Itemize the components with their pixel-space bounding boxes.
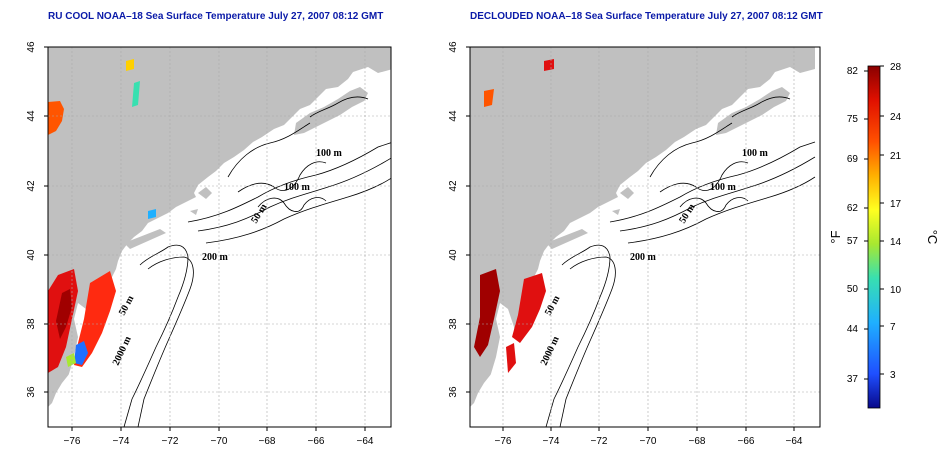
celsius-tick: 28 <box>890 62 902 73</box>
lat-tick: 40 <box>448 249 459 261</box>
colorbar-ramp <box>868 66 880 408</box>
contour-label: 50 m <box>543 293 563 317</box>
lat-tick: 46 <box>26 41 37 53</box>
map-panel-right: 100 m 100 m 50 m 200 m 50 m 2000 m −76 −… <box>448 41 820 447</box>
fahrenheit-tick: 44 <box>847 324 859 335</box>
contour-label: 2000 m <box>539 334 562 367</box>
lat-tick: 46 <box>448 41 459 53</box>
fahrenheit-unit-label: °F <box>828 230 843 243</box>
lon-tick: −68 <box>689 436 706 447</box>
celsius-tick: 24 <box>890 112 902 123</box>
fahrenheit-tick: 37 <box>847 374 859 385</box>
contour-label: 2000 m <box>111 334 134 367</box>
map-panel-left: 100 m 100 m 50 m 200 m 50 m 2000 m −76 −… <box>26 41 393 447</box>
lon-tick: −68 <box>259 436 276 447</box>
lon-tick: −64 <box>786 436 803 447</box>
lon-tick: −64 <box>357 436 374 447</box>
colorbar: 82 75 69 62 57 50 44 37 28 24 21 17 14 1… <box>828 62 940 408</box>
contour-label: 50 m <box>249 202 270 226</box>
contour-label: 100 m <box>284 182 311 193</box>
lat-tick: 44 <box>26 110 37 122</box>
contour-label: 100 m <box>710 182 737 193</box>
fahrenheit-tick: 75 <box>847 114 859 125</box>
contour-label: 50 m <box>117 293 137 317</box>
lat-tick: 38 <box>448 318 459 330</box>
lon-tick: −74 <box>543 436 560 447</box>
lon-tick: −72 <box>162 436 179 447</box>
fahrenheit-tick: 57 <box>847 236 859 247</box>
lon-tick: −70 <box>211 436 228 447</box>
fahrenheit-tick: 69 <box>847 154 859 165</box>
fahrenheit-tick: 50 <box>847 284 859 295</box>
celsius-tick: 17 <box>890 199 902 210</box>
fahrenheit-tick: 62 <box>847 203 859 214</box>
contour-label: 200 m <box>202 252 229 263</box>
lat-tick: 36 <box>448 386 459 398</box>
lat-tick: 42 <box>448 180 459 192</box>
lat-tick: 38 <box>26 318 37 330</box>
lon-tick: −72 <box>591 436 608 447</box>
celsius-tick: 14 <box>890 237 902 248</box>
celsius-tick: 3 <box>890 370 896 381</box>
celsius-tick: 7 <box>890 322 896 333</box>
contour-label: 200 m <box>630 252 657 263</box>
lon-tick: −74 <box>113 436 130 447</box>
contour-label: 100 m <box>742 148 769 159</box>
lon-tick: −70 <box>640 436 657 447</box>
contour-label: 100 m <box>316 148 343 159</box>
lon-tick: −76 <box>64 436 81 447</box>
lat-tick: 42 <box>26 180 37 192</box>
lon-tick: −66 <box>308 436 325 447</box>
lon-tick: −76 <box>495 436 512 447</box>
lat-tick: 44 <box>448 110 459 122</box>
celsius-tick: 10 <box>890 285 902 296</box>
celsius-unit-label: °C <box>925 230 940 245</box>
lat-tick: 40 <box>26 249 37 261</box>
celsius-tick: 21 <box>890 151 902 162</box>
lon-tick: −66 <box>738 436 755 447</box>
lat-tick: 36 <box>26 386 37 398</box>
contour-label: 50 m <box>677 202 698 226</box>
fahrenheit-tick: 82 <box>847 66 859 77</box>
